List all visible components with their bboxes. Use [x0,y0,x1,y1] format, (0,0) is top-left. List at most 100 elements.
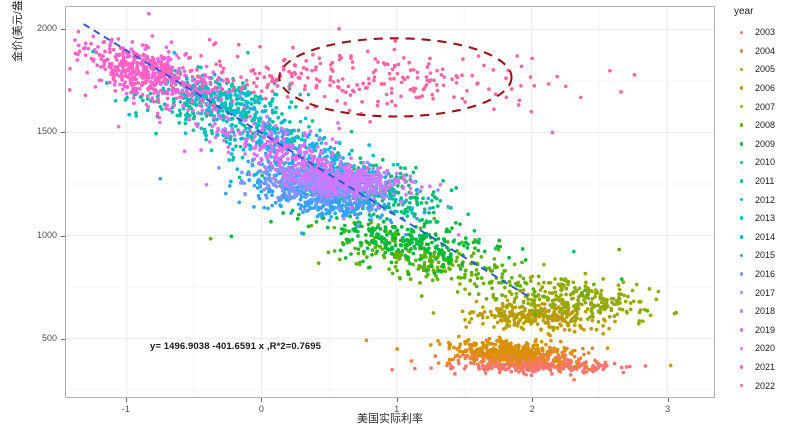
point-icon [739,383,744,388]
gridlines [66,7,714,397]
legend-item-label: 2011 [755,176,775,187]
point-icon [739,142,744,146]
x-tick-mark [125,398,127,402]
legend-item-2011[interactable]: 2011 [733,172,795,191]
x-axis-title: 美国实际利率 [357,413,423,425]
x-tick-label: 3 [665,404,671,414]
legend-item-label: 2003 [755,27,776,38]
point-icon [739,67,744,72]
legend-item-2021[interactable]: 2021 [733,358,795,377]
legend-item-label: 2021 [755,361,776,372]
point-icon [739,328,744,332]
legend-entries: 2003 2004 2005 2006 2007 2008 2009 2010 2011 2012… [733,23,795,395]
y-axis-title: 金价(美元/盎司） [12,0,24,62]
legend-item-label: 2005 [755,64,776,75]
y-tick-mark [61,132,65,134]
legend-item-2003[interactable]: 2003 [733,23,795,42]
point-icon [739,346,744,351]
legend-color-swatch [736,380,747,391]
legend-item-label: 2016 [755,269,776,280]
y-tick-mark [61,235,65,237]
y-tick-label: 1500 [36,126,57,137]
legend-color-swatch [736,324,747,335]
point-icon [739,179,744,183]
point-icon [739,216,744,221]
x-tick-label: 1 [394,404,400,414]
y-tick-label: 500 [41,333,57,344]
legend-item-label: 2020 [755,343,776,354]
legend-item-label: 2019 [755,324,776,335]
point-icon [739,123,744,128]
legend-item-2022[interactable]: 2022 [733,376,795,395]
legend-color-swatch [736,287,747,298]
legend-color-swatch [736,361,747,372]
legend-item-2009[interactable]: 2009 [733,135,795,154]
point-icon [739,104,744,109]
legend-item-label: 2018 [755,306,776,317]
legend: year 2003 2004 2005 2006 2007 2008 2009 2010 201… [733,6,795,395]
legend-color-swatch [736,176,747,187]
legend-color-swatch [736,269,747,280]
legend-item-2005[interactable]: 2005 [733,60,795,79]
legend-item-2010[interactable]: 2010 [733,153,795,172]
legend-color-swatch [736,138,747,149]
regression-equation-label: y= 1496.9038 -401.6591 x ,R*2=0.7695 [150,341,322,352]
legend-item-label: 2017 [755,287,776,298]
x-tick-mark [396,398,398,402]
legend-item-label: 2015 [755,250,776,261]
legend-color-swatch [736,27,747,38]
legend-item-2017[interactable]: 2017 [733,283,795,302]
x-tick-mark [261,398,263,402]
legend-item-label: 2004 [755,45,776,56]
legend-item-label: 2014 [755,231,776,242]
point-icon [739,290,744,295]
point-icon [739,272,744,276]
legend-color-swatch [736,64,747,75]
legend-color-swatch [736,343,747,354]
legend-item-label: 2010 [755,157,776,168]
x-tick-label: 2 [529,404,535,414]
point-icon [739,49,744,53]
legend-item-2018[interactable]: 2018 [733,302,795,321]
legend-item-label: 2006 [755,83,776,94]
y-tick-mark [61,339,65,341]
point-icon [739,235,744,239]
point-icon [739,365,744,369]
legend-item-2013[interactable]: 2013 [733,209,795,228]
y-tick-mark [61,28,65,30]
plot-panel [65,6,715,398]
legend-item-2020[interactable]: 2020 [733,339,795,358]
legend-item-2007[interactable]: 2007 [733,97,795,116]
point-icon [739,197,744,202]
x-tick-label: -1 [121,404,130,414]
x-tick-mark [532,398,534,402]
legend-item-label: 2013 [755,213,776,224]
legend-item-2004[interactable]: 2004 [733,42,795,61]
legend-item-label: 2022 [755,380,776,391]
legend-item-2008[interactable]: 2008 [733,116,795,135]
legend-item-2015[interactable]: 2015 [733,246,795,265]
legend-color-swatch [736,157,747,168]
x-tick-label: 0 [258,404,264,414]
y-tick-label: 2000 [36,22,57,33]
legend-item-label: 2012 [755,194,776,205]
legend-color-swatch [736,83,747,94]
scatter-points [67,11,679,382]
legend-item-2012[interactable]: 2012 [733,190,795,209]
legend-color-swatch [736,231,747,242]
point-icon [739,309,744,313]
legend-item-2016[interactable]: 2016 [733,265,795,284]
point-icon [739,160,744,165]
legend-color-swatch [736,120,747,131]
legend-item-2019[interactable]: 2019 [733,321,795,340]
legend-item-label: 2007 [755,101,776,112]
annotation-overlay [83,23,530,298]
y-tick-label: 1000 [36,229,57,240]
legend-title: year [734,6,754,17]
legend-item-2006[interactable]: 2006 [733,79,795,98]
legend-color-swatch [736,194,747,205]
legend-color-swatch [736,101,747,112]
legend-item-2014[interactable]: 2014 [733,228,795,247]
point-icon [739,86,744,90]
point-icon [739,253,744,258]
